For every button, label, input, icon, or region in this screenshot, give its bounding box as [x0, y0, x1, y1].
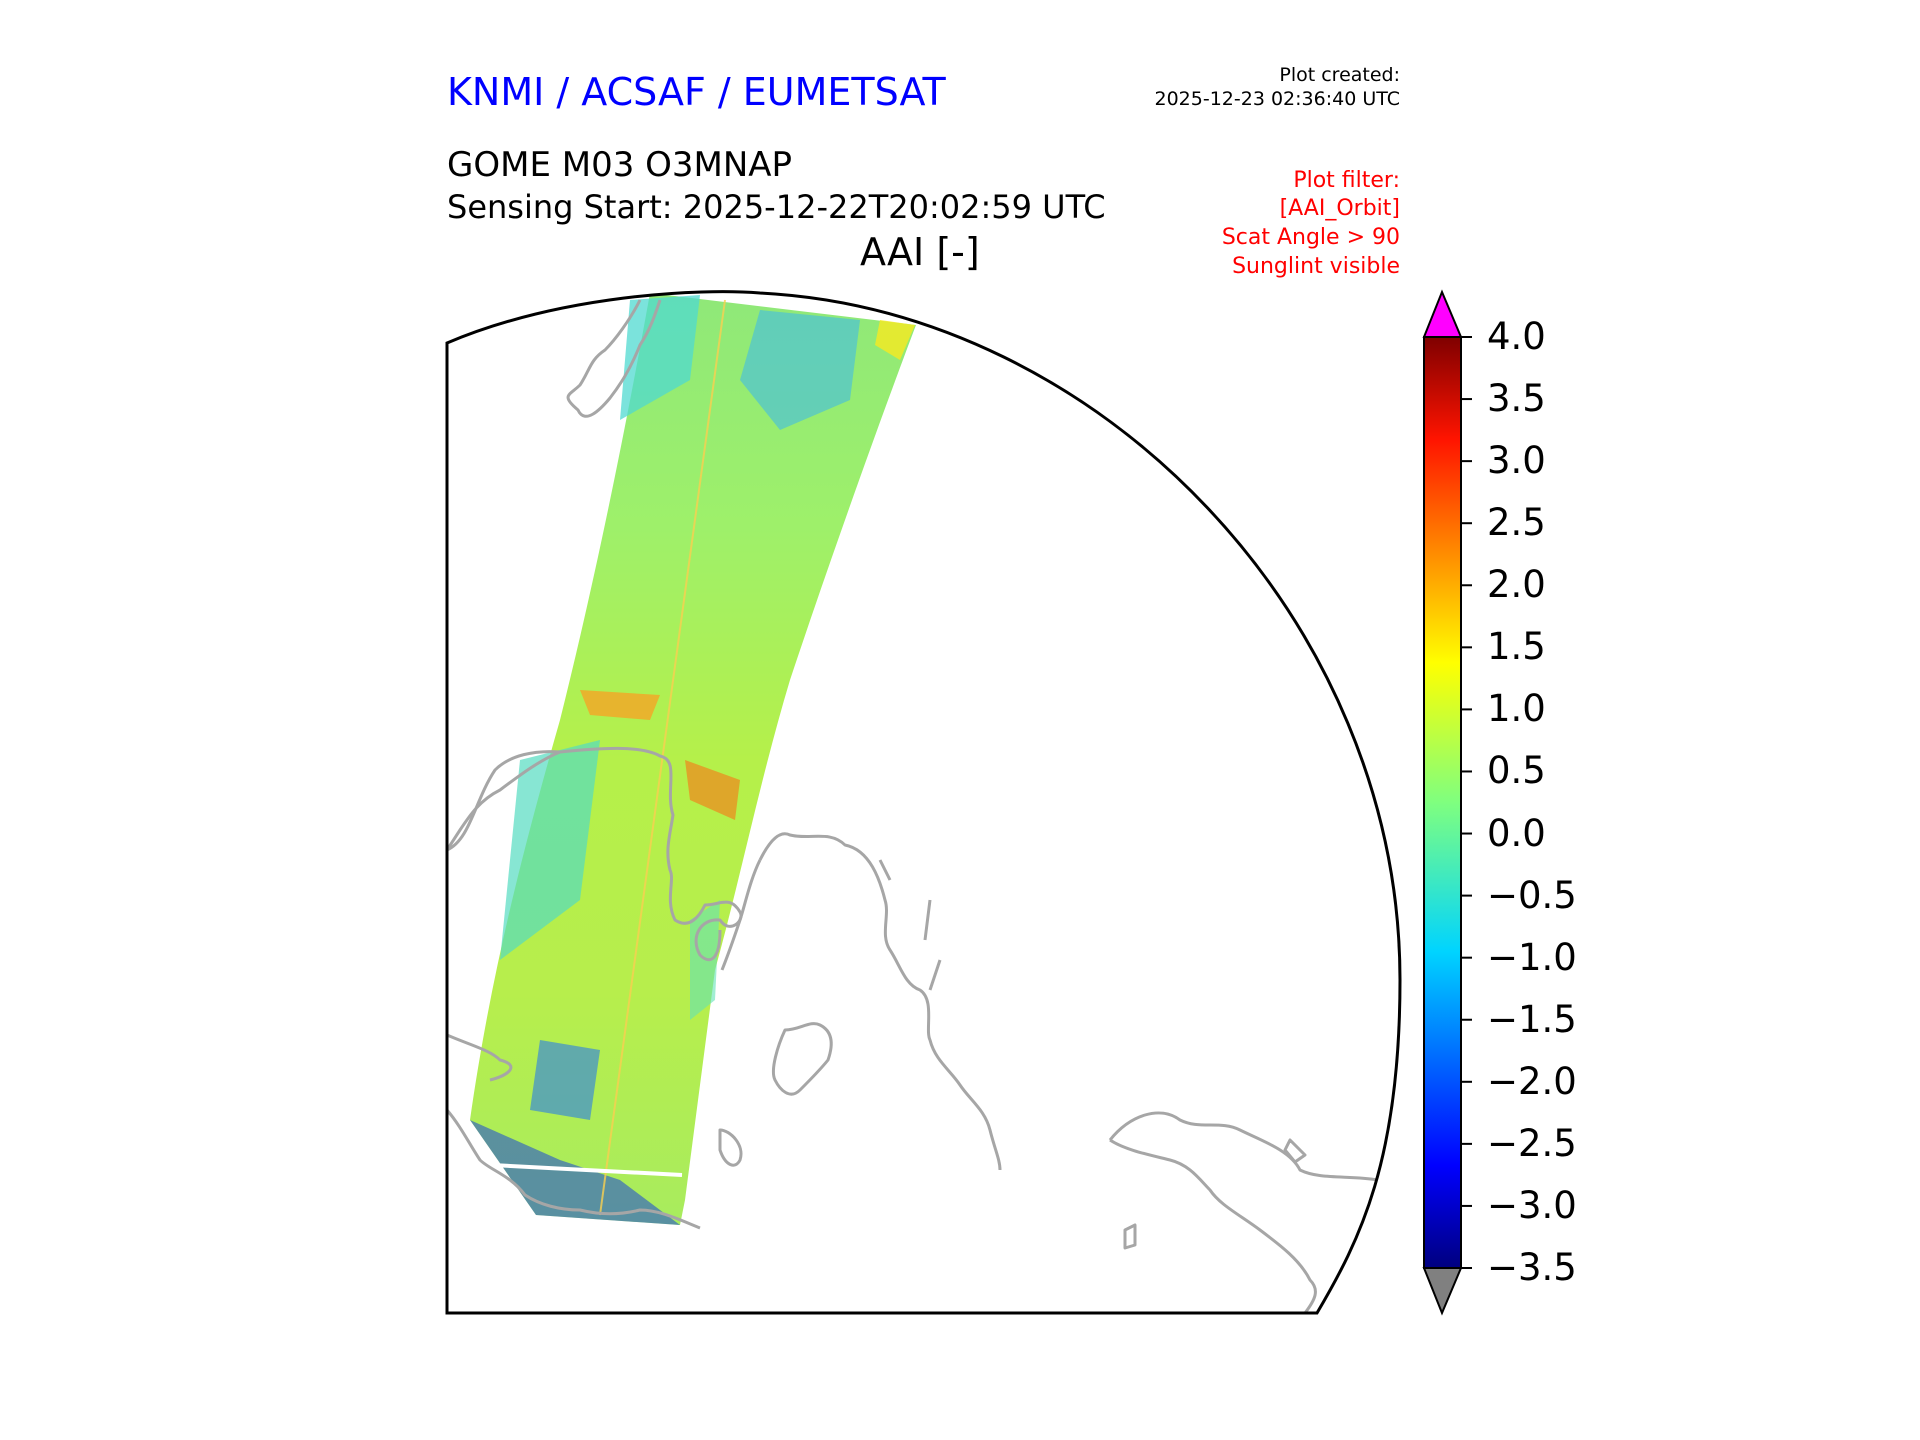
colorbar-tick-label: 2.0 — [1487, 563, 1546, 607]
coastline — [720, 859, 762, 971]
low-aai-region — [530, 1040, 600, 1120]
low-aai-region — [500, 740, 600, 960]
low-aai-region — [740, 310, 860, 430]
colorbar-tick-label: 3.5 — [1487, 377, 1546, 421]
variable-title: AAI [-] — [860, 230, 980, 274]
colorbar-gradient — [1423, 336, 1462, 1269]
coastline — [1123, 1223, 1137, 1250]
product-title: GOME M03 O3MNAP — [447, 145, 793, 185]
colorbar-tick-label: 1.5 — [1487, 625, 1546, 669]
coastline — [1283, 1138, 1307, 1164]
colorbar-over-extension — [1422, 289, 1463, 338]
map-boundary — [445, 290, 1402, 1315]
swath-gap — [491, 1163, 683, 1177]
organization-title: KNMI / ACSAF / EUMETSAT — [447, 70, 946, 114]
coastline — [566, 299, 662, 418]
high-aai-region — [685, 760, 740, 820]
coastline — [758, 832, 1002, 1171]
colorbar-tick-label: −1.0 — [1487, 935, 1577, 979]
coastlines — [447, 299, 1379, 1313]
high-aai-region — [580, 690, 660, 720]
colorbar-under-extension — [1422, 1267, 1463, 1316]
colorbar-tick-label: −0.5 — [1487, 873, 1577, 917]
colorbar-tick-label: 0.0 — [1487, 811, 1546, 855]
low-aai-region — [470, 1120, 680, 1225]
filter-line: [AAI_Orbit] — [1279, 196, 1400, 221]
colorbar-tick-label: 2.5 — [1487, 501, 1546, 545]
coastline — [878, 859, 942, 991]
filter-line: Sunglint visible — [1232, 254, 1400, 279]
colorbar-tick-label: 4.0 — [1487, 315, 1546, 358]
colorbar — [1422, 289, 1472, 1316]
colorbar-tick-label: −3.0 — [1487, 1183, 1577, 1227]
coastline — [1108, 1111, 1379, 1182]
colorbar-tick-label: −2.0 — [1487, 1059, 1577, 1103]
plot-created-label: Plot created: — [1279, 64, 1400, 86]
coastline — [447, 746, 743, 962]
filter-line: Scat Angle > 90 — [1221, 225, 1400, 250]
colorbar-tick-label: −3.5 — [1487, 1246, 1577, 1289]
plot-created-time: 2025-12-23 02:36:40 UTC — [1154, 88, 1401, 110]
colorbar-tick-label: −2.5 — [1487, 1121, 1577, 1165]
colorbar-tick-label: 0.5 — [1487, 749, 1546, 793]
colorbar-tick-label: 3.0 — [1487, 439, 1546, 483]
coastline — [447, 750, 561, 851]
coastline — [771, 1022, 833, 1096]
colorbar-tick-label: −1.5 — [1487, 997, 1577, 1041]
coastline — [447, 1033, 701, 1230]
low-aai-region — [620, 295, 700, 420]
satellite-swath — [470, 293, 916, 1225]
colorbar-tick-label: 1.0 — [1487, 687, 1546, 731]
map-area — [447, 293, 1379, 1313]
sensing-start: Sensing Start: 2025-12-22T20:02:59 UTC — [447, 188, 1106, 226]
coastline — [1109, 1138, 1317, 1313]
coastline — [718, 1128, 743, 1167]
high-aai-region — [875, 320, 915, 360]
filter-title: Plot filter: — [1293, 168, 1400, 193]
